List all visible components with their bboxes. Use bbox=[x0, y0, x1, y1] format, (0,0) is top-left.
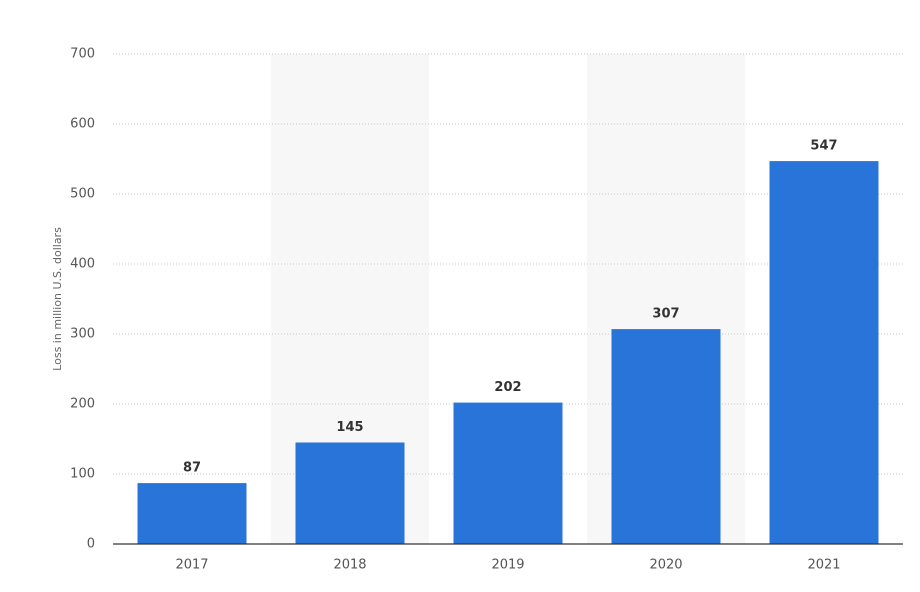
y-tick-label: 100 bbox=[70, 467, 95, 482]
y-tick-label: 700 bbox=[70, 47, 95, 62]
y-tick-label: 600 bbox=[70, 117, 95, 132]
value-label: 202 bbox=[494, 380, 521, 395]
x-tick-label: 2018 bbox=[333, 558, 366, 573]
y-tick-label: 200 bbox=[70, 397, 95, 412]
x-tick-label: 2019 bbox=[491, 558, 524, 573]
x-tick-label: 2017 bbox=[175, 558, 208, 573]
y-tick-label: 300 bbox=[70, 327, 95, 342]
bar bbox=[769, 161, 879, 544]
bar bbox=[453, 402, 563, 544]
value-label: 87 bbox=[183, 461, 201, 476]
value-label: 547 bbox=[810, 139, 837, 154]
y-tick-label: 500 bbox=[70, 187, 95, 202]
x-tick-label: 2021 bbox=[807, 558, 840, 573]
y-tick-label: 0 bbox=[87, 537, 95, 552]
bar bbox=[295, 442, 405, 544]
bar bbox=[137, 483, 247, 544]
y-axis-label: Loss in million U.S. dollars bbox=[51, 227, 64, 371]
y-tick-label: 400 bbox=[70, 257, 95, 272]
bar bbox=[611, 329, 721, 544]
value-label: 145 bbox=[336, 420, 363, 435]
x-tick-label: 2020 bbox=[649, 558, 682, 573]
value-label: 307 bbox=[652, 307, 679, 322]
